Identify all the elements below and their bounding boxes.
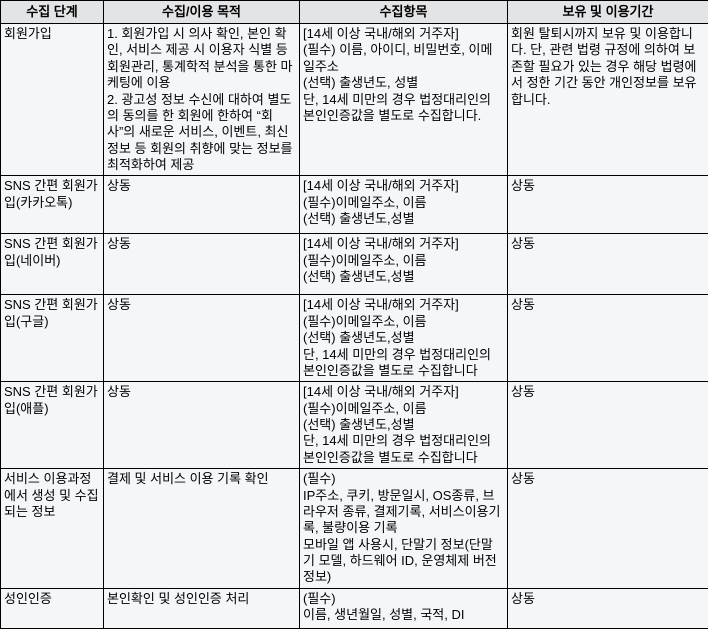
cell-retention: 상동: [508, 382, 708, 469]
cell-purpose: 1. 회원가입 시 의사 확인, 본인 확인, 서비스 제공 시 이용자 식별 …: [104, 24, 300, 176]
cell-purpose: 본인확인 및 성인인증 처리: [104, 588, 300, 628]
cell-retention: 상동: [508, 234, 708, 295]
cell-purpose: 상동: [104, 234, 300, 295]
cell-retention: 상동: [508, 176, 708, 234]
cell-stage: SNS 간편 회원가입(구글): [1, 295, 104, 382]
cell-items: (필수) 이름, 생년월일, 성별, 국적, DI: [300, 588, 508, 628]
table-row-service-usage-info: 서비스 이용과정에서 생성 및 수집되는 정보 결제 및 서비스 이용 기록 확…: [1, 469, 708, 589]
cell-purpose: 상동: [104, 382, 300, 469]
cell-retention: 상동: [508, 588, 708, 628]
table-row-sns-kakaotalk: SNS 간편 회원가입(카카오톡) 상동 [14세 이상 국내/해외 거주자] …: [1, 176, 708, 234]
cell-items: [14세 이상 국내/해외 거주자] (필수)이메일주소, 이름 (선택) 출생…: [300, 295, 508, 382]
column-header-collection-stage: 수집 단계: [1, 1, 104, 24]
cell-items: [14세 이상 국내/해외 거주자] (필수)이메일주소, 이름 (선택) 출생…: [300, 176, 508, 234]
table-row-adult-verification: 성인인증 본인확인 및 성인인증 처리 (필수) 이름, 생년월일, 성별, 국…: [1, 588, 708, 628]
cell-purpose: 상동: [104, 295, 300, 382]
cell-stage: 회원가입: [1, 24, 104, 176]
cell-stage: SNS 간편 회원가입(애플): [1, 382, 104, 469]
column-header-purpose: 수집/이용 목적: [104, 1, 300, 24]
table-row-sns-google: SNS 간편 회원가입(구글) 상동 [14세 이상 국내/해외 거주자] (필…: [1, 295, 708, 382]
cell-stage: 성인인증: [1, 588, 104, 628]
cell-purpose: 결제 및 서비스 이용 기록 확인: [104, 469, 300, 589]
cell-stage: SNS 간편 회원가입(네이버): [1, 234, 104, 295]
table-row-sns-naver: SNS 간편 회원가입(네이버) 상동 [14세 이상 국내/해외 거주자] (…: [1, 234, 708, 295]
cell-items: [14세 이상 국내/해외 거주자] (필수) 이름, 아이디, 비밀번호, 이…: [300, 24, 508, 176]
cell-stage: 서비스 이용과정에서 생성 및 수집되는 정보: [1, 469, 104, 589]
header-row: 수집 단계 수집/이용 목적 수집항목 보유 및 이용기간: [1, 1, 708, 24]
cell-retention: 회원 탈퇴시까지 보유 및 이용합니다. 단, 관련 법령 규정에 의하여 보존…: [508, 24, 708, 176]
cell-items: [14세 이상 국내/해외 거주자] (필수)이메일주소, 이름 (선택) 출생…: [300, 234, 508, 295]
column-header-items: 수집항목: [300, 1, 508, 24]
cell-purpose: 상동: [104, 176, 300, 234]
table-row-signup: 회원가입 1. 회원가입 시 의사 확인, 본인 확인, 서비스 제공 시 이용…: [1, 24, 708, 176]
column-header-retention-period: 보유 및 이용기간: [508, 1, 708, 24]
cell-retention: 상동: [508, 469, 708, 589]
cell-retention: 상동: [508, 295, 708, 382]
cell-items: [14세 이상 국내/해외 거주자] (필수)이메일주소, 이름 (선택) 출생…: [300, 382, 508, 469]
table-row-sns-apple: SNS 간편 회원가입(애플) 상동 [14세 이상 국내/해외 거주자] (필…: [1, 382, 708, 469]
cell-items: (필수) IP주소, 쿠키, 방문일시, OS종류, 브라우저 종류, 결제기록…: [300, 469, 508, 589]
cell-stage: SNS 간편 회원가입(카카오톡): [1, 176, 104, 234]
